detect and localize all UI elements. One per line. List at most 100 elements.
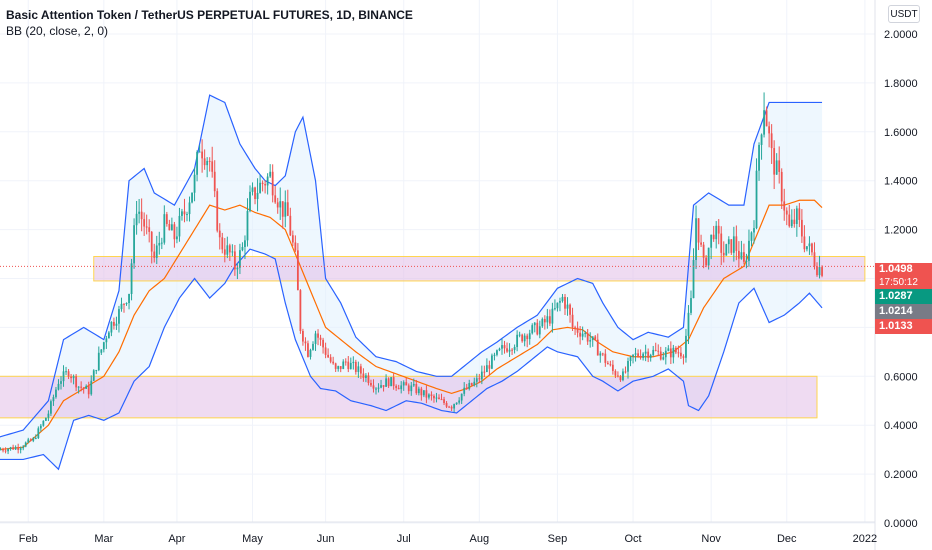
candle bbox=[715, 221, 718, 249]
candle bbox=[458, 397, 461, 405]
candle bbox=[521, 333, 524, 343]
last-price-value: 1.0498 bbox=[879, 263, 913, 275]
candle-body bbox=[707, 247, 710, 266]
candle bbox=[758, 142, 760, 181]
candle-body bbox=[72, 376, 75, 379]
candle bbox=[501, 338, 503, 355]
candle-body bbox=[685, 335, 687, 358]
candle bbox=[795, 205, 798, 237]
candle bbox=[201, 139, 204, 173]
candle-body bbox=[339, 366, 342, 369]
candle-body bbox=[352, 361, 355, 364]
candle-body bbox=[407, 385, 410, 392]
candle bbox=[47, 410, 50, 422]
candle bbox=[543, 315, 546, 330]
candle bbox=[536, 319, 539, 336]
time-axis-label: Jul bbox=[397, 533, 411, 545]
candle-body bbox=[319, 337, 322, 340]
candle-body bbox=[667, 348, 670, 351]
candle bbox=[667, 345, 670, 352]
candle bbox=[57, 379, 60, 391]
candle-body bbox=[785, 210, 788, 215]
candle-body bbox=[392, 377, 395, 386]
candle-body bbox=[599, 353, 602, 356]
candle-body bbox=[198, 151, 201, 153]
candle-body bbox=[148, 227, 151, 232]
candle-body bbox=[337, 366, 340, 369]
candle bbox=[198, 144, 201, 153]
candle bbox=[181, 208, 183, 221]
candle bbox=[170, 217, 173, 231]
candle bbox=[533, 322, 536, 333]
chart-title: Basic Attention Token / TetherUS PERPETU… bbox=[6, 8, 413, 22]
candle bbox=[566, 297, 569, 316]
candle-body bbox=[561, 296, 564, 302]
candle-body bbox=[271, 171, 274, 196]
candle-body bbox=[773, 148, 776, 175]
candle bbox=[798, 202, 801, 228]
candle bbox=[77, 386, 80, 394]
candle-body bbox=[743, 252, 745, 262]
candle-body bbox=[468, 383, 471, 390]
candle bbox=[765, 106, 768, 127]
price-axis-label: 1.8000 bbox=[884, 78, 918, 90]
candle bbox=[118, 305, 120, 333]
candle-body bbox=[516, 334, 519, 348]
candle bbox=[329, 354, 332, 364]
candle bbox=[140, 198, 143, 232]
candle-body bbox=[652, 349, 655, 355]
candle-body bbox=[173, 224, 176, 240]
candle-body bbox=[624, 371, 627, 373]
candle bbox=[775, 153, 778, 175]
time-axis-label: Aug bbox=[470, 533, 490, 545]
candle-body bbox=[375, 388, 377, 390]
indicator-label[interactable]: BB (20, close, 2, 0) bbox=[6, 24, 109, 38]
candle-body bbox=[596, 339, 599, 356]
candle bbox=[702, 241, 705, 269]
candle bbox=[130, 258, 133, 301]
candle-body bbox=[372, 385, 375, 389]
gray-price-tag: 1.0214 bbox=[875, 304, 932, 319]
candle-body bbox=[669, 348, 672, 358]
candle-body bbox=[125, 303, 128, 305]
candle-body bbox=[186, 214, 188, 216]
candle bbox=[9, 446, 12, 451]
candle-body bbox=[619, 376, 622, 381]
time-axis-label: 2022 bbox=[853, 533, 877, 545]
candle bbox=[294, 235, 297, 253]
candle bbox=[559, 297, 561, 312]
candle bbox=[29, 438, 32, 442]
candle bbox=[65, 366, 67, 376]
candle-body bbox=[67, 371, 70, 377]
candle-body bbox=[92, 370, 95, 381]
candle bbox=[304, 337, 307, 351]
candle bbox=[700, 234, 702, 247]
candle-body bbox=[433, 395, 435, 399]
candle bbox=[768, 121, 771, 148]
currency-button[interactable]: USDT bbox=[888, 5, 920, 23]
candle-body bbox=[601, 353, 604, 355]
candle bbox=[100, 349, 103, 355]
candle bbox=[685, 328, 687, 363]
candle-body bbox=[206, 160, 209, 166]
candle-body bbox=[34, 438, 37, 440]
candle bbox=[460, 393, 463, 405]
candle bbox=[465, 383, 468, 390]
candle bbox=[87, 381, 90, 399]
candle bbox=[717, 219, 720, 245]
candle-body bbox=[100, 349, 103, 353]
bb-band-fill bbox=[0, 95, 823, 470]
candle-body bbox=[80, 386, 83, 388]
candle bbox=[60, 376, 62, 390]
candle bbox=[622, 368, 624, 382]
candle bbox=[221, 232, 224, 254]
candle-body bbox=[617, 375, 619, 377]
candle bbox=[120, 297, 123, 312]
candle-body bbox=[629, 356, 632, 362]
candle bbox=[107, 331, 110, 339]
candle bbox=[727, 236, 730, 254]
candle bbox=[39, 423, 42, 432]
candle-body bbox=[745, 260, 748, 262]
